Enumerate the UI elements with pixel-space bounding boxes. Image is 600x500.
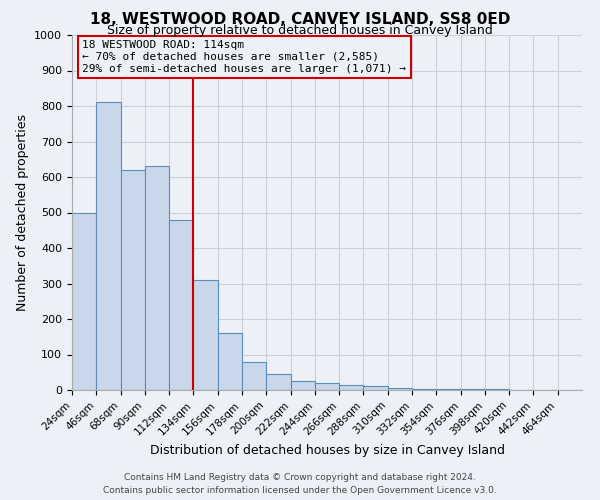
Bar	[169, 220, 193, 390]
Bar	[72, 212, 96, 390]
Bar	[242, 362, 266, 390]
Bar	[145, 166, 169, 390]
Bar	[412, 389, 436, 390]
Text: Size of property relative to detached houses in Canvey Island: Size of property relative to detached ho…	[107, 24, 493, 37]
Bar	[96, 102, 121, 390]
X-axis label: Distribution of detached houses by size in Canvey Island: Distribution of detached houses by size …	[149, 444, 505, 456]
Bar	[388, 388, 412, 390]
Text: 18, WESTWOOD ROAD, CANVEY ISLAND, SS8 0ED: 18, WESTWOOD ROAD, CANVEY ISLAND, SS8 0E…	[90, 12, 510, 28]
Bar	[218, 333, 242, 390]
Bar	[290, 381, 315, 390]
Text: Contains HM Land Registry data © Crown copyright and database right 2024.
Contai: Contains HM Land Registry data © Crown c…	[103, 473, 497, 495]
Bar	[266, 374, 290, 390]
Bar	[339, 384, 364, 390]
Bar	[121, 170, 145, 390]
Bar	[315, 383, 339, 390]
Bar	[364, 386, 388, 390]
Bar	[193, 280, 218, 390]
Y-axis label: Number of detached properties: Number of detached properties	[16, 114, 29, 311]
Text: 18 WESTWOOD ROAD: 114sqm
← 70% of detached houses are smaller (2,585)
29% of sem: 18 WESTWOOD ROAD: 114sqm ← 70% of detach…	[82, 40, 406, 74]
